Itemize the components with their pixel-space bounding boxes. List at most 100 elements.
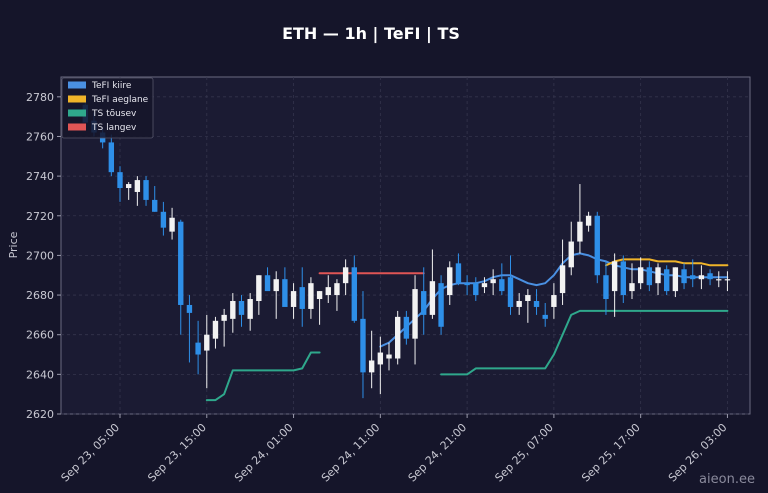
candle-body <box>256 275 262 302</box>
candle <box>299 267 305 327</box>
candle-body <box>637 267 644 284</box>
candle <box>342 259 349 296</box>
candle <box>421 267 427 335</box>
candle <box>429 249 436 319</box>
ts-rising-line <box>205 351 321 402</box>
candle <box>368 330 375 389</box>
candle <box>256 275 262 315</box>
candle <box>273 271 279 319</box>
watermark: aieon.ee <box>699 472 755 487</box>
candle-body <box>429 281 436 315</box>
candle <box>438 275 444 335</box>
candlesticks <box>82 98 731 399</box>
candle <box>716 271 722 288</box>
candle-body <box>395 316 401 359</box>
candle-body <box>568 241 574 268</box>
candle-body <box>533 301 540 307</box>
candle-body <box>160 211 167 228</box>
candle-body <box>334 283 340 296</box>
candle <box>212 316 219 349</box>
y-tick-label: 2760 <box>26 130 54 143</box>
candle <box>603 261 609 315</box>
candle-body <box>551 295 557 307</box>
plot-area <box>60 76 751 415</box>
candle <box>525 289 531 323</box>
candle <box>724 271 731 292</box>
candle <box>577 184 583 254</box>
candle-body <box>403 316 410 339</box>
candle-body <box>447 267 453 296</box>
candle-body <box>282 279 288 307</box>
candle-body <box>360 318 366 373</box>
candle-body <box>559 265 566 294</box>
candle <box>637 257 644 290</box>
candle-body <box>412 289 418 339</box>
candle <box>395 310 401 365</box>
tefi-fast-line <box>379 252 729 348</box>
candle-body <box>273 279 279 292</box>
candle-body <box>316 291 323 300</box>
candle-body <box>525 295 531 302</box>
candle-body <box>299 287 305 309</box>
candle-body <box>421 291 427 315</box>
candle <box>629 263 635 300</box>
candle <box>481 277 488 294</box>
candle <box>290 283 297 319</box>
candle <box>178 219 184 335</box>
candle <box>473 277 479 302</box>
candle <box>351 255 357 323</box>
candle <box>108 134 115 177</box>
candle-body <box>481 283 488 288</box>
candle <box>152 186 158 212</box>
candle-body <box>655 267 661 284</box>
candle <box>195 320 201 375</box>
candle-body <box>455 263 462 284</box>
candle <box>690 259 696 288</box>
candle-body <box>290 291 297 307</box>
legend-swatch <box>68 123 86 131</box>
candle-body <box>169 217 175 232</box>
candle-body <box>577 221 583 242</box>
candle-body <box>247 299 253 319</box>
candle-body <box>438 283 444 327</box>
candle-body <box>646 267 653 286</box>
candle-body <box>603 275 609 300</box>
candle-body <box>351 267 357 321</box>
candle <box>230 293 236 333</box>
tefi-slow-line <box>605 258 729 267</box>
candle-body <box>221 314 227 321</box>
candle-body <box>386 354 392 359</box>
candle-body <box>186 304 193 313</box>
candle-body <box>724 279 731 281</box>
candle <box>455 253 462 286</box>
candle <box>698 265 705 290</box>
y-axis-label: Price <box>7 231 20 258</box>
legend-label: TeFI aeglane <box>91 95 149 105</box>
ts-rising-line <box>440 309 729 376</box>
candle-body <box>368 360 375 373</box>
candle-body <box>620 261 626 296</box>
candle-body <box>681 269 687 284</box>
candle-body <box>204 334 210 351</box>
candle <box>551 283 557 319</box>
candle-body <box>134 180 141 192</box>
grid <box>61 77 750 415</box>
candle-body <box>325 287 331 296</box>
candle-body <box>516 301 522 307</box>
y-tick-label: 2720 <box>26 210 54 223</box>
candle <box>134 176 141 206</box>
candle <box>594 211 600 284</box>
legend-box <box>61 77 154 139</box>
candle <box>282 267 288 307</box>
legend-label: TS langev <box>91 123 137 133</box>
candle-body <box>464 283 470 286</box>
candle-body <box>108 142 115 173</box>
legend-label: TS tõusev <box>91 109 137 119</box>
candle <box>646 261 653 292</box>
candle <box>672 267 679 298</box>
candle <box>117 166 123 202</box>
candle <box>533 289 540 315</box>
candle <box>334 279 340 311</box>
candle <box>559 239 566 305</box>
chart-title: ETH — 1h | TeFI | TS <box>282 24 460 44</box>
